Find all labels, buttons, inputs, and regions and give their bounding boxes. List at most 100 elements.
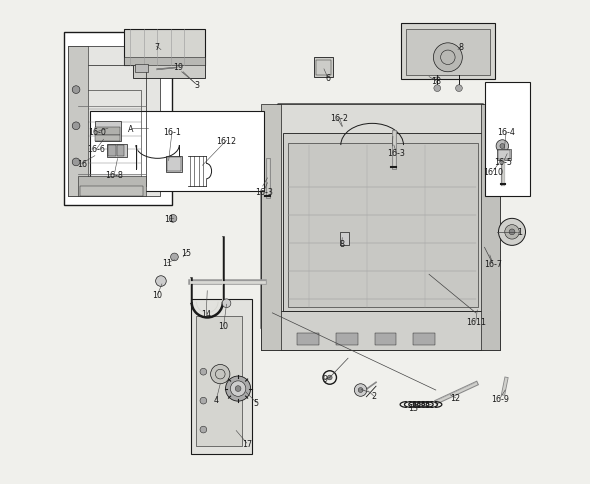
Bar	[261, 105, 280, 350]
Circle shape	[200, 426, 206, 433]
Text: 12: 12	[451, 393, 461, 402]
Text: A: A	[128, 124, 134, 134]
Bar	[64, 32, 172, 206]
Circle shape	[156, 276, 166, 287]
Circle shape	[169, 215, 177, 223]
Circle shape	[505, 225, 519, 240]
Bar	[124, 58, 205, 66]
Text: 11: 11	[163, 214, 173, 224]
Text: 2: 2	[371, 392, 376, 400]
Text: 16-3: 16-3	[255, 187, 273, 197]
Text: 9: 9	[323, 375, 328, 384]
Text: 7: 7	[154, 43, 159, 52]
Polygon shape	[261, 105, 500, 350]
Bar	[283, 134, 483, 312]
Circle shape	[434, 44, 463, 73]
Text: 16-4: 16-4	[497, 128, 515, 137]
Circle shape	[211, 365, 230, 384]
Text: 16: 16	[77, 160, 87, 168]
Circle shape	[327, 375, 332, 380]
Bar	[95, 121, 122, 142]
Text: 15: 15	[182, 248, 192, 257]
Bar	[96, 136, 120, 141]
Bar	[80, 187, 143, 197]
Text: 1611: 1611	[466, 317, 486, 326]
Circle shape	[222, 299, 231, 308]
Circle shape	[230, 381, 246, 396]
Bar	[108, 146, 116, 156]
Circle shape	[509, 229, 515, 235]
Bar	[167, 158, 181, 171]
Text: 10: 10	[153, 290, 163, 300]
Circle shape	[358, 388, 363, 393]
Circle shape	[235, 386, 241, 392]
Circle shape	[72, 87, 80, 94]
Bar	[340, 232, 349, 246]
Bar	[297, 333, 319, 346]
Text: 1612: 1612	[217, 136, 237, 145]
Text: 16-2: 16-2	[330, 113, 348, 122]
Text: 18: 18	[431, 77, 441, 86]
Circle shape	[499, 219, 526, 246]
Text: 6: 6	[325, 74, 330, 83]
Text: 13: 13	[408, 404, 418, 412]
Bar	[336, 333, 358, 346]
Text: 16-6: 16-6	[87, 145, 105, 154]
Text: 8: 8	[459, 43, 464, 52]
Bar	[486, 83, 530, 197]
Bar	[261, 312, 500, 350]
Circle shape	[500, 144, 505, 149]
Bar	[124, 30, 205, 66]
Text: 17: 17	[242, 439, 252, 448]
Bar	[68, 47, 160, 197]
Text: 16-8: 16-8	[105, 171, 123, 180]
Text: 5: 5	[254, 398, 259, 407]
Bar	[406, 30, 490, 76]
Text: 16-0: 16-0	[88, 128, 106, 137]
Circle shape	[200, 368, 206, 375]
Text: 16-1: 16-1	[163, 128, 181, 137]
Text: 16-5: 16-5	[494, 158, 512, 167]
Text: 1: 1	[517, 228, 522, 237]
Text: 16-7: 16-7	[484, 259, 502, 268]
Bar	[107, 144, 127, 158]
Bar	[196, 317, 242, 447]
Bar	[191, 300, 251, 454]
Text: 11: 11	[162, 258, 172, 268]
Bar	[288, 143, 478, 307]
Circle shape	[496, 140, 509, 153]
Text: 8: 8	[339, 240, 345, 248]
Bar	[413, 333, 435, 346]
Bar	[117, 146, 124, 156]
Bar	[96, 127, 120, 136]
Bar	[481, 105, 500, 350]
Text: 4: 4	[214, 395, 219, 404]
Circle shape	[225, 376, 251, 401]
Bar	[68, 47, 88, 197]
Bar	[78, 177, 146, 197]
Bar	[83, 91, 140, 182]
Circle shape	[434, 86, 441, 92]
Bar	[497, 151, 510, 159]
Text: 14: 14	[201, 310, 211, 318]
Text: 19: 19	[173, 63, 183, 72]
Bar	[314, 58, 333, 77]
Circle shape	[355, 384, 367, 396]
Circle shape	[72, 122, 80, 130]
Bar	[375, 333, 396, 346]
Bar	[316, 60, 331, 76]
Bar	[133, 65, 205, 78]
Bar	[90, 112, 264, 192]
Bar	[166, 157, 182, 172]
Bar	[497, 150, 511, 160]
Text: 10: 10	[219, 322, 229, 331]
Text: 1610: 1610	[483, 168, 503, 177]
Text: 16-3: 16-3	[387, 149, 405, 157]
Circle shape	[200, 397, 206, 404]
Circle shape	[72, 159, 80, 166]
Bar	[135, 65, 149, 73]
Text: 16-9: 16-9	[491, 394, 509, 403]
Circle shape	[171, 254, 178, 261]
Circle shape	[455, 86, 463, 92]
Bar	[401, 24, 495, 79]
